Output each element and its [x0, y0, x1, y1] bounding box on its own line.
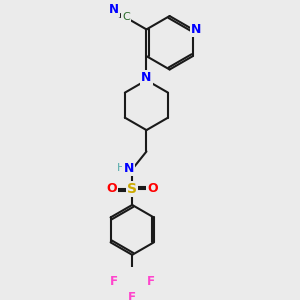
Text: N: N [191, 23, 202, 36]
Text: F: F [128, 291, 136, 300]
Text: N: N [141, 71, 152, 84]
Text: O: O [147, 182, 158, 195]
Text: C: C [122, 12, 130, 22]
Text: O: O [106, 182, 117, 195]
Text: F: F [147, 275, 155, 288]
Text: N: N [109, 3, 119, 16]
Text: F: F [110, 275, 118, 288]
Text: S: S [127, 182, 137, 196]
Text: H: H [117, 164, 126, 173]
Text: N: N [123, 162, 134, 175]
